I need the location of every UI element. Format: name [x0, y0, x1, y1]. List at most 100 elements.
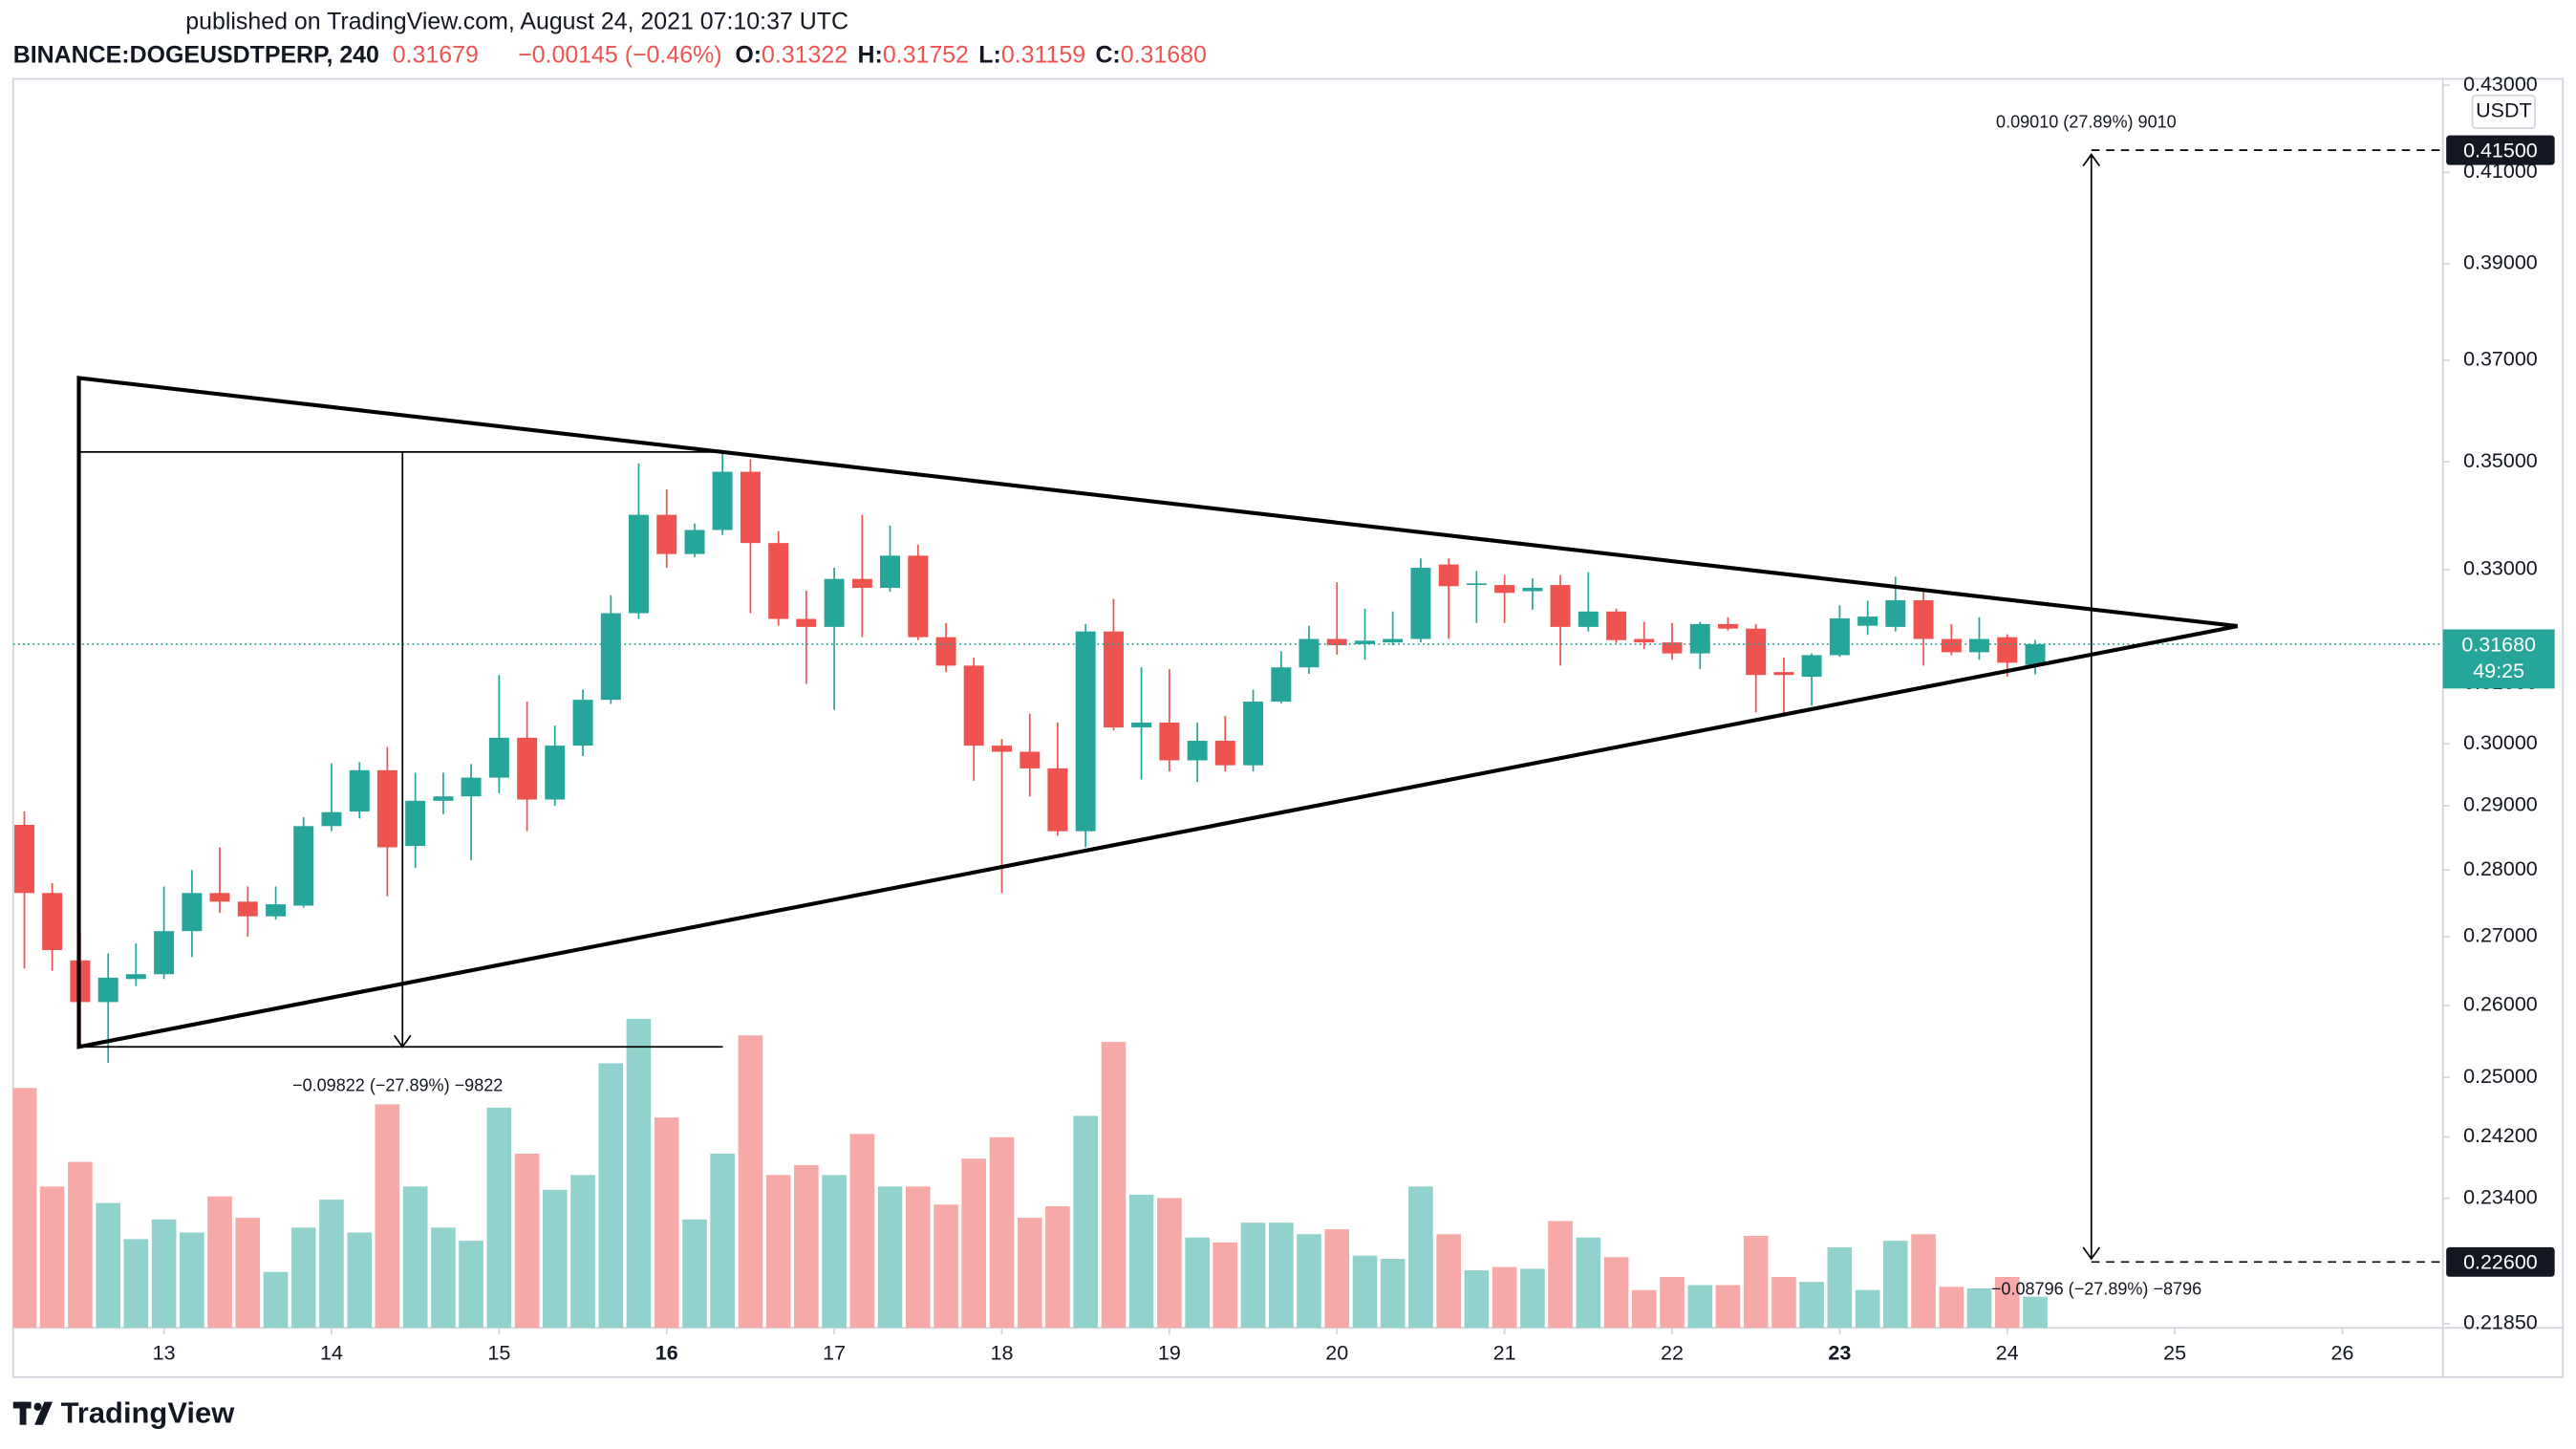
x-tick-label: 22: [1661, 1341, 1684, 1364]
candle-body: [1299, 638, 1320, 668]
volume-bar: [1827, 1247, 1853, 1329]
volume-bar: [514, 1154, 540, 1329]
volume-bar: [822, 1175, 847, 1329]
arrow-head: [2082, 1246, 2101, 1261]
volume-bar: [1603, 1257, 1629, 1329]
ohlc-value: 0.31680: [1121, 41, 1207, 68]
candle-layer: [12, 451, 2443, 1063]
volume-bar: [598, 1063, 624, 1329]
chart-frame: [11, 77, 2565, 1378]
logo-part: [34, 1401, 54, 1425]
volume-bar: [1771, 1276, 1796, 1329]
price-change: −0.00145 (−0.46%): [518, 41, 721, 68]
unit-label: USDT: [2476, 99, 2531, 122]
candle-body: [824, 578, 845, 627]
volume-bar: [877, 1186, 903, 1329]
volume-bar: [319, 1200, 344, 1329]
x-tick-label: 24: [1996, 1341, 2019, 1364]
volume-bar: [1352, 1255, 1378, 1329]
volume-bar: [1715, 1285, 1741, 1329]
candle-body: [1550, 585, 1571, 627]
volume-bar: [68, 1161, 93, 1329]
volume-bar: [39, 1186, 65, 1329]
volume-bar: [905, 1186, 931, 1329]
volume-bar: [1855, 1289, 1880, 1329]
volume-bar: [1464, 1270, 1490, 1329]
volume-bar: [375, 1104, 400, 1329]
arrow-head: [2082, 153, 2101, 167]
volume-bar: [1994, 1276, 2020, 1329]
ohlc-key: L:: [978, 41, 1001, 68]
brand: TradingView: [61, 1396, 236, 1430]
candle-body: [1075, 631, 1096, 832]
candle-body: [963, 665, 984, 746]
arrow-head: [393, 1034, 412, 1049]
volume-bar: [1687, 1285, 1713, 1329]
ohlc-value: 0.31322: [762, 41, 848, 68]
candle-body: [461, 777, 482, 797]
candle-body: [1131, 723, 1152, 728]
published-note: published on TradingView.com, August 24,…: [185, 9, 848, 35]
volume-bar: [2023, 1296, 2048, 1329]
volume-bar: [347, 1232, 373, 1329]
volume-layer: [12, 1019, 2048, 1329]
candle-body: [572, 700, 593, 746]
volume-bar: [1408, 1186, 1433, 1329]
candle-body: [740, 471, 761, 544]
volume-bar: [1492, 1266, 1517, 1329]
y-tick-label: 0.27000: [2463, 924, 2538, 947]
measure-label: −0.09822 (−27.89%) −9822: [292, 1075, 503, 1094]
volume-bar: [96, 1202, 121, 1329]
candle-body: [1913, 599, 1934, 639]
x-tick-label: 13: [153, 1341, 176, 1364]
volume-bar: [1520, 1268, 1545, 1329]
volume-bar: [123, 1239, 149, 1329]
x-tick-label: 19: [1158, 1341, 1181, 1364]
volume-bar: [682, 1219, 707, 1329]
measure-label: 0.09010 (27.89%) 9010: [1996, 113, 2177, 132]
candle-body: [349, 769, 370, 812]
candle-body: [1773, 672, 1794, 676]
volume-bar: [1576, 1237, 1601, 1329]
x-tick-label: 20: [1325, 1341, 1348, 1364]
x-tick-label: 17: [823, 1341, 846, 1364]
y-tick-label: 0.26000: [2463, 993, 2538, 1016]
candle-body: [1746, 628, 1767, 676]
candle-body: [1689, 623, 1710, 654]
x-tick-label: 26: [2331, 1341, 2354, 1364]
candle-body: [1410, 568, 1431, 639]
candle-body: [488, 737, 509, 778]
candle-body: [1103, 631, 1124, 728]
candle-body: [154, 931, 175, 975]
candle-body: [628, 514, 649, 614]
volume-bar: [1073, 1115, 1098, 1329]
brand-logo: [12, 1401, 54, 1425]
volume-bar: [1631, 1289, 1657, 1329]
candle-body: [684, 530, 705, 554]
volume-bar: [1911, 1234, 1936, 1329]
volume-bar: [1436, 1234, 1462, 1329]
countdown: 49:25: [2473, 660, 2524, 682]
candle-body: [433, 796, 454, 801]
volume-bar: [207, 1196, 232, 1329]
candle-body: [1941, 638, 1962, 653]
volume-bar: [989, 1136, 1015, 1329]
x-tick-label: 18: [991, 1341, 1014, 1364]
volume-bar: [1380, 1259, 1406, 1329]
candle-body: [1857, 616, 1878, 626]
drawings: [76, 153, 2239, 1261]
candle-body: [1968, 638, 1989, 653]
candle-body: [1634, 638, 1655, 643]
volume-bar: [1324, 1229, 1350, 1329]
candle-body: [908, 555, 929, 638]
y-tick-label: 0.35000: [2463, 449, 2538, 472]
level-badge: [2446, 1246, 2555, 1277]
candle-body: [125, 974, 146, 980]
volume-bar: [1045, 1206, 1070, 1329]
x-tick-label: 15: [487, 1341, 510, 1364]
volume-bar: [961, 1158, 987, 1329]
volume-bar: [654, 1117, 679, 1329]
y-tick-label: 0.30000: [2463, 731, 2538, 754]
candle-body: [1159, 723, 1180, 761]
